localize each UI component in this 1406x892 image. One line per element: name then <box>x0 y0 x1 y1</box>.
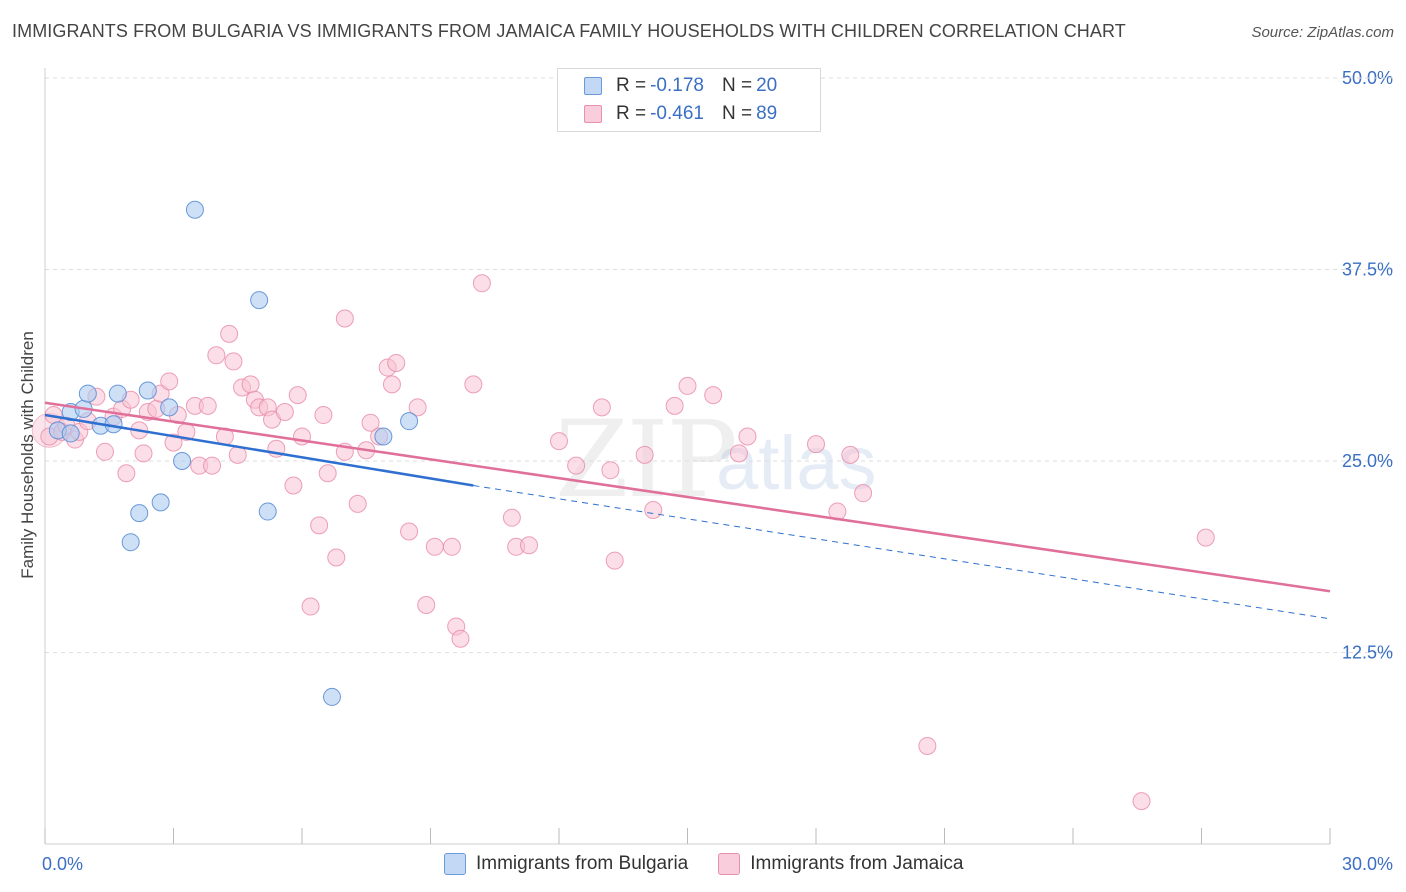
data-point-bulgaria <box>250 291 269 310</box>
legend-n-label: N = <box>721 75 753 96</box>
data-point-jamaica <box>605 551 624 570</box>
data-point-jamaica <box>284 476 303 495</box>
data-point-jamaica <box>207 346 226 365</box>
data-point-jamaica <box>502 508 521 527</box>
data-point-jamaica <box>387 353 406 372</box>
data-point-jamaica <box>738 427 757 446</box>
data-point-jamaica <box>400 522 419 541</box>
data-point-jamaica <box>1196 528 1215 547</box>
y-tick-label: 25.0% <box>1342 451 1393 471</box>
data-point-jamaica <box>198 396 217 415</box>
data-point-bulgaria <box>130 504 149 523</box>
data-point-bulgaria <box>185 200 204 219</box>
data-point-bulgaria <box>108 384 127 403</box>
data-point-jamaica <box>729 444 748 463</box>
data-point-jamaica <box>451 629 470 648</box>
data-point-jamaica <box>644 501 663 520</box>
data-point-jamaica <box>382 375 401 394</box>
data-point-jamaica <box>635 445 654 464</box>
data-point-jamaica <box>408 398 427 417</box>
data-point-bulgaria <box>374 427 393 446</box>
data-point-jamaica <box>134 444 153 463</box>
data-point-jamaica <box>1132 792 1151 811</box>
data-point-jamaica <box>318 464 337 483</box>
legend-n-label: N = <box>721 103 753 124</box>
data-point-jamaica <box>310 516 329 535</box>
trendline-bulgaria <box>44 413 474 487</box>
correlation-legend: R = -0.178 N = 20 R = -0.461 N = 89 <box>557 68 821 132</box>
data-point-bulgaria <box>160 398 179 417</box>
data-point-jamaica <box>301 597 320 616</box>
data-point-jamaica <box>275 402 294 421</box>
data-point-jamaica <box>95 442 114 461</box>
legend-r-label: R = <box>616 75 647 96</box>
data-point-jamaica <box>160 372 179 391</box>
data-point-jamaica <box>841 445 860 464</box>
data-point-jamaica <box>425 537 444 556</box>
legend-row-jamaica: R = -0.461 N = 89 <box>584 102 777 126</box>
trendline-bulgaria-extension <box>473 485 1331 620</box>
data-point-jamaica <box>550 432 568 451</box>
data-point-jamaica <box>361 413 380 432</box>
data-point-jamaica <box>665 396 684 415</box>
legend-item-bulgaria[interactable]: Immigrants from Bulgaria <box>444 853 688 875</box>
data-point-jamaica <box>601 461 620 480</box>
data-point-bulgaria <box>322 687 341 706</box>
legend-r-value: -0.461 <box>650 103 704 124</box>
data-point-jamaica <box>335 309 354 328</box>
trendline-jamaica <box>44 401 1331 593</box>
data-point-jamaica <box>520 536 539 555</box>
y-tick-label: 12.5% <box>1342 643 1393 663</box>
data-point-bulgaria <box>138 381 157 400</box>
data-point-bulgaria <box>258 502 277 521</box>
data-point-bulgaria <box>173 452 192 470</box>
data-point-jamaica <box>224 352 243 371</box>
legend-swatch-jamaica <box>584 105 602 123</box>
data-point-jamaica <box>203 456 222 475</box>
x-tick-label: 0.0% <box>42 854 83 874</box>
data-point-jamaica <box>288 386 307 405</box>
legend-label-bulgaria: Immigrants from Bulgaria <box>476 853 689 874</box>
data-point-jamaica <box>464 375 483 394</box>
y-tick-label: 37.5% <box>1342 260 1393 280</box>
data-point-jamaica <box>348 494 367 513</box>
data-point-bulgaria <box>121 533 140 552</box>
data-point-jamaica <box>567 456 586 475</box>
data-point-bulgaria <box>78 384 97 403</box>
data-point-jamaica <box>117 464 136 483</box>
data-point-jamaica <box>442 537 461 556</box>
data-point-jamaica <box>327 548 346 567</box>
data-point-jamaica <box>241 375 260 394</box>
legend-label-jamaica: Immigrants from Jamaica <box>750 853 964 874</box>
data-point-jamaica <box>704 386 723 405</box>
legend-r-label: R = <box>616 103 647 124</box>
data-point-jamaica <box>918 736 937 755</box>
legend-row-bulgaria: R = -0.178 N = 20 <box>584 74 777 98</box>
data-point-jamaica <box>854 484 873 503</box>
legend-n-value: 20 <box>756 75 778 96</box>
chart-title: IMMIGRANTS FROM BULGARIA VS IMMIGRANTS F… <box>12 21 1126 41</box>
data-point-jamaica <box>807 435 825 454</box>
legend-swatch-bulgaria <box>444 853 466 875</box>
data-point-jamaica <box>220 324 239 343</box>
data-point-jamaica <box>164 433 183 452</box>
data-point-jamaica <box>417 596 436 615</box>
legend-swatch-jamaica <box>718 853 741 875</box>
series-legend: Immigrants from Bulgaria Immigrants from… <box>444 852 994 876</box>
data-point-bulgaria <box>151 493 170 512</box>
x-tick-label: 30.0% <box>1342 854 1393 874</box>
legend-swatch-bulgaria <box>584 77 602 95</box>
legend-item-jamaica[interactable]: Immigrants from Jamaica <box>718 853 964 875</box>
source-label: Source: ZipAtlas.com <box>1251 24 1394 41</box>
data-point-bulgaria <box>400 412 419 431</box>
data-point-bulgaria <box>61 424 80 443</box>
legend-n-value: 89 <box>756 103 778 124</box>
legend-r-value: -0.178 <box>650 75 704 96</box>
data-point-jamaica <box>472 274 491 293</box>
data-point-jamaica <box>678 376 697 395</box>
data-point-jamaica <box>314 406 333 425</box>
data-point-jamaica <box>592 398 611 417</box>
